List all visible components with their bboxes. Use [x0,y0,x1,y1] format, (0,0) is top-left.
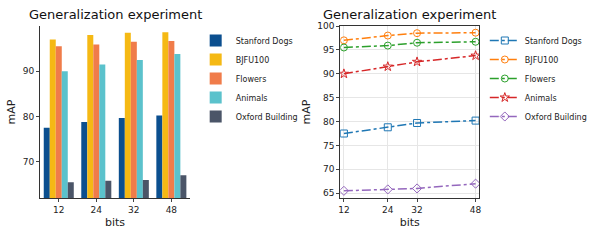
svg-text:75: 75 [323,141,334,151]
svg-text:mAP: mAP [5,99,18,124]
svg-text:BJFU100: BJFU100 [525,56,559,65]
svg-text:65: 65 [323,188,334,198]
svg-text:32: 32 [128,205,139,215]
svg-text:24: 24 [91,205,103,215]
svg-text:mAP: mAP [300,99,313,124]
svg-text:Flowers: Flowers [236,75,267,84]
svg-text:90: 90 [323,69,335,79]
svg-text:100: 100 [317,21,334,31]
svg-text:80: 80 [323,117,335,127]
svg-text:80: 80 [23,112,35,122]
svg-text:Animals: Animals [236,94,268,103]
svg-text:Generalization experiment: Generalization experiment [29,7,202,22]
svg-text:95: 95 [323,45,334,55]
svg-text:70: 70 [323,164,335,174]
svg-text:70: 70 [23,157,35,167]
svg-text:24: 24 [382,205,394,215]
svg-text:12: 12 [53,205,64,215]
svg-text:12: 12 [338,205,349,215]
svg-text:bits: bits [400,216,420,229]
svg-text:BJFU100: BJFU100 [236,56,270,65]
svg-text:Oxford Building: Oxford Building [236,113,298,122]
svg-text:32: 32 [411,205,422,215]
svg-text:Animals: Animals [525,94,557,103]
svg-text:Oxford Building: Oxford Building [525,113,587,122]
svg-text:Generalization experiment: Generalization experiment [323,7,496,22]
svg-text:90: 90 [23,66,35,76]
svg-text:Stanford Dogs: Stanford Dogs [236,37,293,46]
svg-text:Stanford Dogs: Stanford Dogs [525,37,582,46]
svg-text:48: 48 [470,205,482,215]
svg-text:85: 85 [323,93,334,103]
svg-text:bits: bits [105,216,125,229]
svg-text:Flowers: Flowers [525,75,556,84]
svg-text:48: 48 [166,205,178,215]
